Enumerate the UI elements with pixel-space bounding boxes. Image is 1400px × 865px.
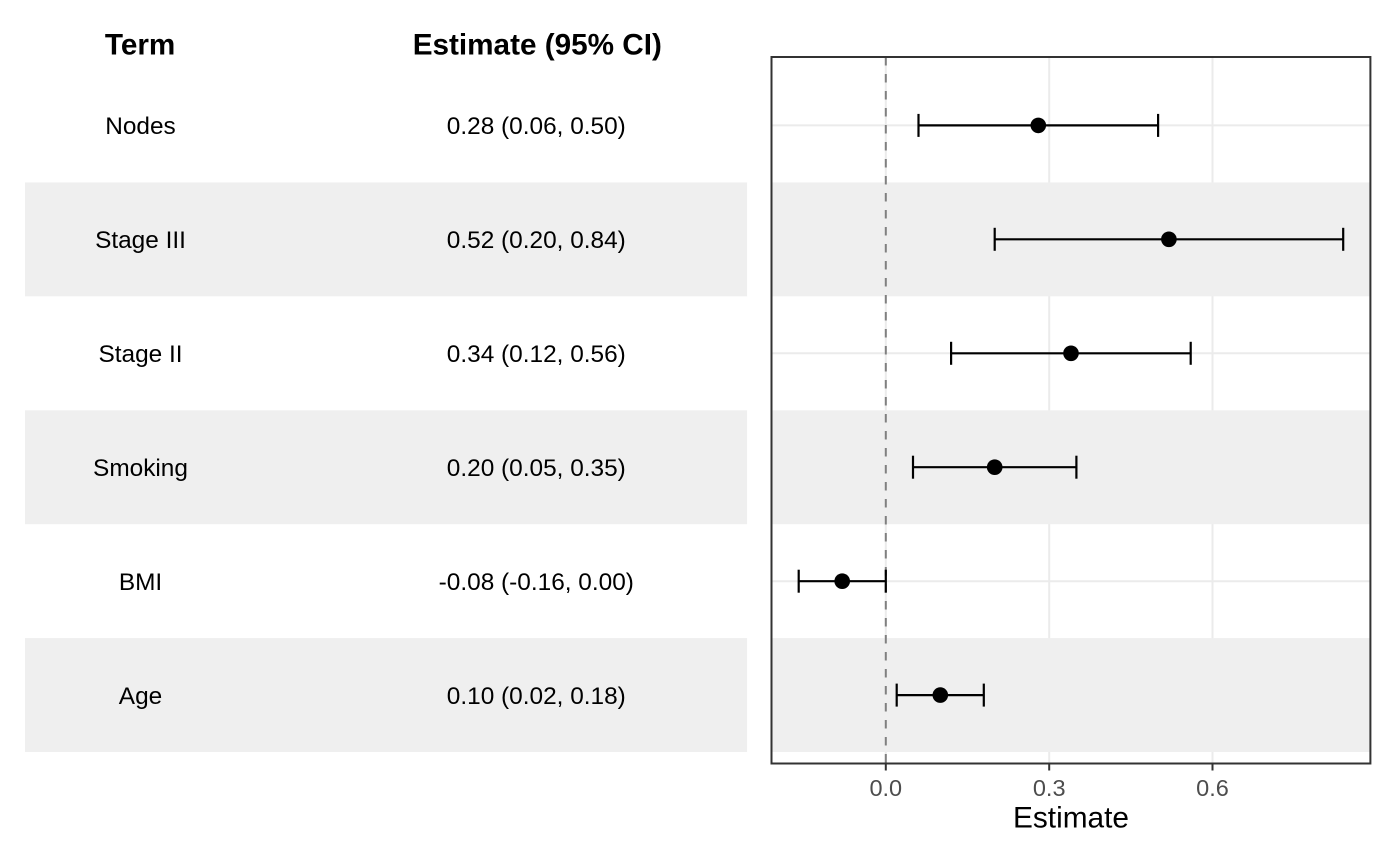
svg-text:Stage III: Stage III <box>95 227 186 254</box>
svg-text:Nodes: Nodes <box>105 113 176 140</box>
svg-text:-0.08 (-0.16, 0.00): -0.08 (-0.16, 0.00) <box>439 569 634 596</box>
svg-text:0.28 (0.06, 0.50): 0.28 (0.06, 0.50) <box>447 113 626 140</box>
svg-text:BMI: BMI <box>119 569 162 596</box>
svg-text:0.6: 0.6 <box>1196 775 1229 801</box>
svg-text:Stage II: Stage II <box>98 341 182 368</box>
svg-text:0.34 (0.12, 0.56): 0.34 (0.12, 0.56) <box>447 341 626 368</box>
svg-text:Estimate: Estimate <box>1013 802 1129 835</box>
svg-text:Smoking: Smoking <box>93 455 188 482</box>
svg-text:Age: Age <box>119 683 162 710</box>
svg-text:Estimate (95% CI): Estimate (95% CI) <box>413 29 662 62</box>
svg-text:0.3: 0.3 <box>1033 775 1066 801</box>
svg-text:0.52 (0.20, 0.84): 0.52 (0.20, 0.84) <box>447 227 626 254</box>
svg-text:0.10 (0.02, 0.18): 0.10 (0.02, 0.18) <box>447 683 626 710</box>
svg-text:0.0: 0.0 <box>869 775 902 801</box>
svg-text:0.20 (0.05, 0.35): 0.20 (0.05, 0.35) <box>447 455 626 482</box>
svg-text:Term: Term <box>105 29 175 62</box>
